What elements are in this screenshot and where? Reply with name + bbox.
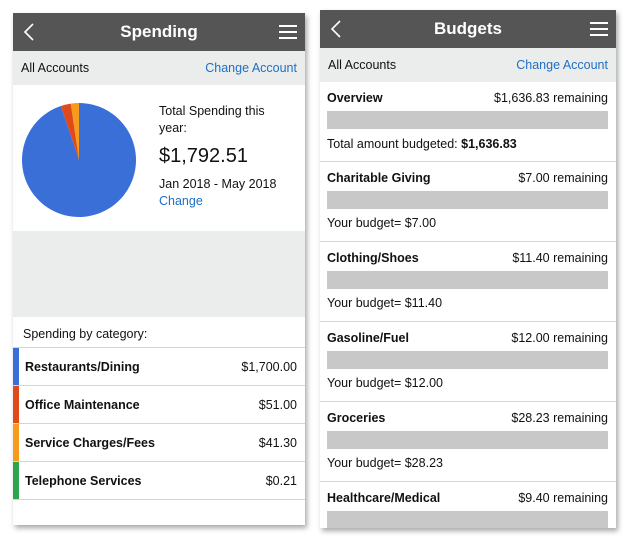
budget-remaining: $9.40 remaining	[518, 491, 608, 505]
category-color-stripe	[13, 462, 19, 499]
budget-remaining: $7.00 remaining	[518, 171, 608, 185]
date-range: Jan 2018 - May 2018	[159, 177, 277, 191]
account-label: All Accounts	[21, 61, 90, 75]
budget-item[interactable]: Gasoline/Fuel $12.00 remaining Your budg…	[320, 322, 616, 402]
account-bar: All Accounts Change Account	[13, 51, 305, 85]
budget-item-name: Gasoline/Fuel	[327, 331, 409, 345]
budgets-screen: Budgets All Accounts Change Account Over…	[320, 10, 616, 528]
budget-remaining: $11.40 remaining	[512, 251, 608, 265]
category-row[interactable]: Restaurants/Dining $1,700.00	[13, 348, 305, 386]
budget-item[interactable]: Charitable Giving $7.00 remaining Your b…	[320, 162, 616, 242]
category-amount: $0.21	[265, 473, 297, 488]
category-color-stripe	[13, 348, 19, 385]
pie-slice	[21, 103, 136, 217]
chevron-left-icon[interactable]	[21, 22, 37, 42]
category-name: Office Maintenance	[25, 397, 140, 412]
budget-overview[interactable]: Overview $1,636.83 remaining Total amoun…	[320, 82, 616, 162]
budget-progress-bar	[327, 431, 608, 449]
total-budgeted-label: Total amount budgeted:	[327, 137, 462, 151]
total-budgeted-value: $1,636.83	[461, 137, 517, 151]
budget-progress-bar	[327, 191, 608, 209]
spending-header: Spending	[13, 13, 305, 51]
account-label: All Accounts	[328, 58, 397, 72]
spending-summary: Total Spending this year: $1,792.51 Jan …	[13, 85, 305, 231]
your-budget: Your budget= $11.40	[327, 296, 443, 310]
category-name: Service Charges/Fees	[25, 435, 155, 450]
your-budget: Your budget= $28.23	[327, 456, 443, 470]
budget-item[interactable]: Clothing/Shoes $11.40 remaining Your bud…	[320, 242, 616, 322]
account-bar: All Accounts Change Account	[320, 48, 616, 82]
total-budgeted: Total amount budgeted: $1,636.83	[327, 137, 608, 151]
your-budget: Your budget= $7.00	[327, 216, 437, 230]
your-budget: Your budget= $12.00	[327, 376, 443, 390]
placeholder-area	[13, 231, 305, 317]
budget-progress-bar	[327, 111, 608, 129]
budget-progress-bar	[327, 511, 608, 528]
category-heading: Spending by category:	[23, 327, 148, 341]
budget-item[interactable]: Healthcare/Medical $9.40 remaining	[320, 482, 616, 528]
total-spending-label: Total Spending this year:	[159, 104, 265, 135]
pie-slice	[60, 103, 79, 160]
category-color-stripe	[13, 386, 19, 423]
budgets-header: Budgets	[320, 10, 616, 48]
change-account-link[interactable]: Change Account	[205, 61, 297, 75]
change-date-link[interactable]: Change	[159, 194, 203, 208]
budget-remaining: $1,636.83 remaining	[494, 91, 608, 105]
category-amount: $1,700.00	[241, 359, 297, 374]
total-spending-amount: $1,792.51	[159, 145, 248, 167]
budget-list: Overview $1,636.83 remaining Total amoun…	[320, 82, 616, 528]
category-name: Telephone Services	[25, 473, 142, 488]
budget-remaining: $12.00 remaining	[511, 331, 608, 345]
spending-screen: Spending All Accounts Change Account Tot…	[13, 13, 305, 525]
category-amount: $51.00	[258, 397, 297, 412]
budget-remaining: $28.23 remaining	[511, 411, 608, 425]
page-title: Spending	[120, 22, 198, 41]
change-account-link[interactable]: Change Account	[516, 58, 608, 72]
pie-slice	[70, 103, 79, 160]
category-color-stripe	[13, 424, 19, 461]
budget-item[interactable]: Groceries $28.23 remaining Your budget= …	[320, 402, 616, 482]
hamburger-menu-icon[interactable]	[590, 21, 608, 37]
hamburger-menu-icon[interactable]	[279, 24, 297, 40]
budget-item-name: Charitable Giving	[327, 171, 431, 185]
category-name: Restaurants/Dining	[25, 359, 140, 374]
budget-progress-bar	[327, 271, 608, 289]
category-row[interactable]: Service Charges/Fees $41.30	[13, 424, 305, 462]
category-amount: $41.30	[258, 435, 297, 450]
category-row[interactable]: Office Maintenance $51.00	[13, 386, 305, 424]
budget-item-name: Clothing/Shoes	[327, 251, 419, 265]
chevron-left-icon[interactable]	[328, 19, 344, 39]
page-title: Budgets	[434, 19, 502, 38]
budget-progress-bar	[327, 351, 608, 369]
budget-item-name: Groceries	[327, 411, 386, 425]
budget-overview-title: Overview	[327, 91, 383, 105]
category-row[interactable]: Telephone Services $0.21	[13, 462, 305, 500]
budget-item-name: Healthcare/Medical	[327, 491, 441, 505]
category-list: Restaurants/Dining $1,700.00 Office Main…	[13, 347, 305, 500]
spending-pie-chart	[21, 103, 136, 217]
